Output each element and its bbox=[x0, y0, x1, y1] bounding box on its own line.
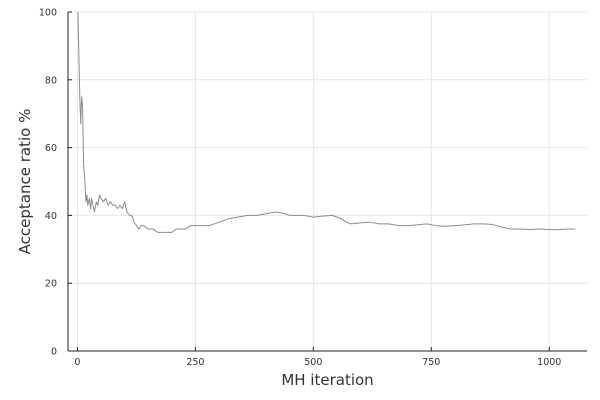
x-tick-label: 500 bbox=[304, 357, 322, 368]
y-tick-label: 0 bbox=[51, 347, 57, 358]
x-tick-label: 0 bbox=[74, 357, 80, 368]
series-line-1 bbox=[77, 11, 576, 233]
y-tick-label: 80 bbox=[45, 75, 57, 86]
x-tick-label: 1000 bbox=[537, 357, 561, 368]
x-tick-label: 750 bbox=[422, 357, 440, 368]
y-tick-label: 60 bbox=[45, 143, 57, 154]
x-axis-ticks: 0 250 500 750 1000 bbox=[74, 347, 561, 368]
series-group bbox=[77, 11, 576, 233]
x-tick-label: 250 bbox=[186, 357, 204, 368]
y-axis-ticks: 0 20 40 60 80 100 bbox=[39, 8, 72, 358]
grid bbox=[68, 11, 587, 352]
y-tick-label: 100 bbox=[39, 8, 57, 19]
y-tick-label: 40 bbox=[45, 211, 57, 222]
y-tick-label: 20 bbox=[45, 279, 57, 290]
x-axis-label: MH iteration bbox=[281, 371, 373, 389]
y-axis-label: Acceptance ratio % bbox=[16, 109, 34, 255]
axes bbox=[67, 12, 587, 352]
